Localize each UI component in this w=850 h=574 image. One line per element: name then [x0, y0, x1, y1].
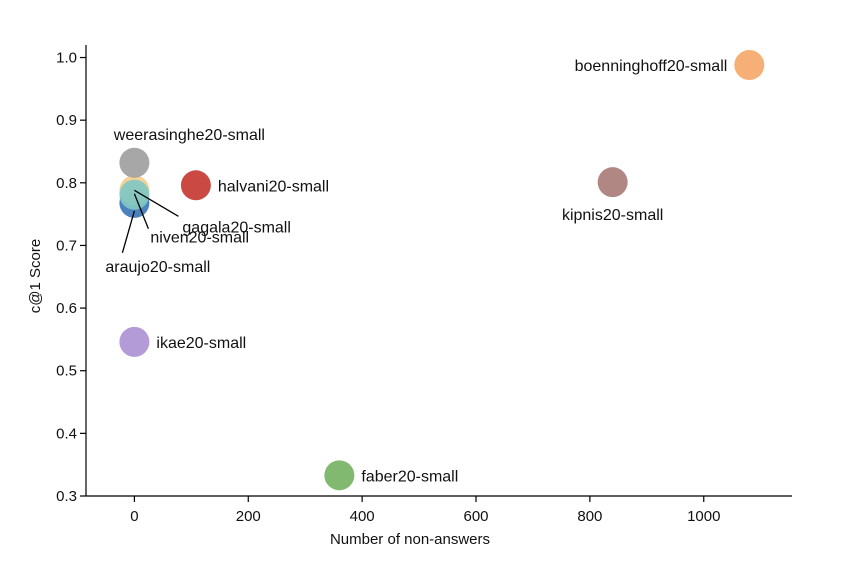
data-point-boenninghoff20-small	[734, 50, 765, 81]
x-tick-label: 1000	[687, 508, 720, 525]
point-label: weerasinghe20-small	[113, 127, 265, 144]
data-point-weerasinghe20-small	[119, 147, 150, 178]
y-tick-label: 0.7	[56, 237, 77, 254]
point-label: faber20-small	[361, 468, 458, 485]
x-axis-title: Number of non-answers	[330, 531, 490, 548]
data-point-ikae20-small	[119, 326, 150, 357]
point-label: araujo20-small	[105, 259, 210, 276]
y-tick-label: 1.0	[56, 50, 77, 67]
point-label: halvani20-small	[218, 178, 329, 195]
leader-line	[133, 193, 149, 229]
x-tick-label: 400	[350, 508, 375, 525]
y-axis-title: c@1 Score	[27, 239, 44, 313]
point-label: niven20-small	[150, 230, 249, 247]
y-tick-label: 0.4	[56, 425, 77, 442]
axes: 0 200 400 600 800 1000 0.3 0.4 0.5 0.6 0.7 0.8 0.9 1.…	[56, 45, 792, 525]
y-tick-label: 0.3	[56, 488, 77, 505]
leader-line	[134, 189, 179, 217]
x-tick-label: 600	[463, 508, 488, 525]
data-point-halvani20-small	[180, 170, 211, 201]
point-label: ikae20-small	[156, 335, 246, 352]
point-label: kipnis20-small	[562, 207, 663, 224]
y-tick-label: 0.9	[56, 112, 77, 129]
y-tick-label: 0.5	[56, 363, 77, 380]
data-points	[119, 50, 765, 491]
point-label: gagala20-small	[182, 219, 291, 236]
data-point-kipnis20-small	[597, 167, 628, 198]
point-labels: boenninghoff20-small kipnis20-small weeras…	[105, 58, 727, 485]
x-tick-label: 0	[130, 508, 138, 525]
point-label: boenninghoff20-small	[575, 58, 728, 75]
y-tick-label: 0.8	[56, 175, 77, 192]
data-point-faber20-small	[324, 460, 355, 491]
x-tick-label: 800	[577, 508, 602, 525]
x-tick-label: 200	[236, 508, 261, 525]
y-tick-label: 0.6	[56, 300, 77, 317]
leader-line	[121, 210, 136, 254]
